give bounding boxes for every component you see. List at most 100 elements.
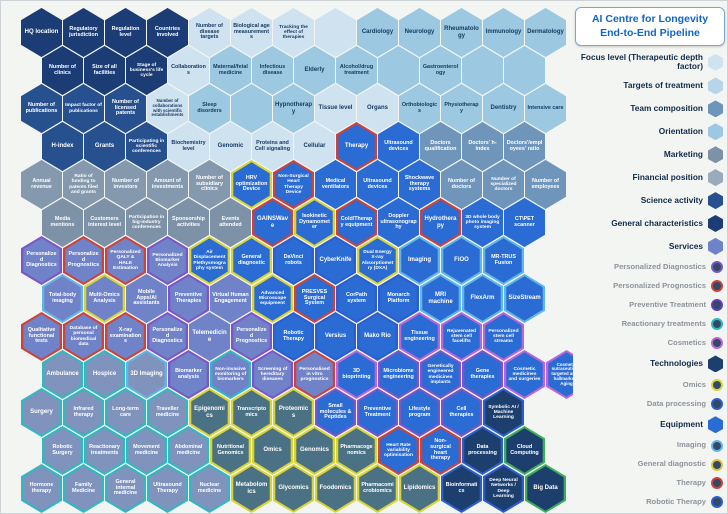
ring-swatch-icon — [711, 378, 723, 391]
hex-shockwave-therapy-systems: Shockwave therapy systems — [399, 160, 440, 209]
hex-label: Heart Rate variability optimisation — [383, 442, 414, 459]
hex-family-medicine: Family Medicine — [63, 464, 104, 513]
ring-swatch-icon — [711, 337, 723, 350]
hex-metabolomics: Metabolomics — [231, 464, 272, 513]
hex-label: Dentistry — [490, 105, 517, 112]
hex-label: Epigenomics — [194, 406, 225, 419]
hex-label: Isokinetic Dynamometer — [299, 212, 330, 231]
legend-item-technologies: Technologies — [575, 355, 725, 373]
hex-label: General diagnostic — [238, 253, 265, 266]
hex-fill: Tissue level — [315, 84, 356, 133]
hex-doctors-qualification: Doctors qualification — [420, 122, 461, 171]
hex-label: Doctors'/employees' ratio — [506, 139, 543, 152]
hex-preventive-therapies: Preventive Therapies — [168, 274, 209, 323]
hex-blank — [231, 84, 272, 133]
hex-label: Omics — [263, 447, 282, 454]
legend-item-equipment: Equipment — [575, 416, 725, 434]
hex-intensive-care: Intensive care — [525, 84, 566, 133]
hex-robotic-surgery: Robotic Surgery — [42, 426, 83, 475]
hex-label: Multi-Omics Analysis — [89, 291, 120, 304]
hex-label: SizeStream — [508, 295, 541, 302]
hex-label: FiOO — [454, 257, 469, 264]
hex-fill: Symbolic AI / Machine Learning — [485, 390, 522, 435]
hex-medical-ventilators: Medical ventilators — [315, 160, 356, 209]
hex-fill: Preventive Treatment — [359, 390, 396, 435]
hex-robotic-therapy: Robotic Therapy — [273, 312, 314, 361]
hex-label: Therapy — [344, 143, 369, 150]
hex-ratio-of-funding-to-patents-filed-and-gr: Ratio of funding to patents filed and gr… — [63, 160, 104, 209]
hex-fill: Physiotherapy — [441, 84, 482, 133]
hex-number-of-subsidiary-clinics: Number of subsidiary clinics — [189, 160, 230, 209]
hex-gastroenterology: Gastroenterology — [420, 46, 461, 95]
hex-fill: FlexArm — [464, 276, 501, 321]
hex-fill: Doctors' h-index — [462, 122, 503, 171]
hex-label: Long-term care — [112, 405, 139, 418]
hex-regulatory-jurisdiction: Regulatory jurisdiction — [63, 8, 104, 57]
hex-fill: Therapy — [338, 124, 375, 169]
hex-fill: Personalised in vitro prognostics — [296, 352, 333, 397]
hex-fill: 3D bioprinting — [338, 352, 375, 397]
hex-fill: Number of publications — [21, 84, 62, 133]
hex-label: Number of subsidiary clinics — [196, 174, 223, 193]
hex-cardiology: Cardiology — [357, 8, 398, 57]
legend-item-orientation: Orientation — [575, 123, 725, 141]
hex-label: Cosmetic nutraceuticals targeted at the … — [551, 361, 582, 386]
hex-cloud-computing: Cloud Computing — [504, 426, 545, 475]
hex-fill: Elderly — [294, 46, 335, 95]
hex-alcohol-drug-treatment: Alcohol/drug treatment — [336, 46, 377, 95]
legend-item-label: Personalized Diagnostics — [614, 262, 706, 272]
hex-amount-of-investments: Amount of investments — [147, 160, 188, 209]
hex-label: Gastroenterology — [422, 63, 459, 76]
hex-countries-involved: Countries involved — [147, 8, 188, 57]
ring-swatch-icon — [711, 397, 723, 410]
hex-label: Annual revenue — [31, 177, 52, 190]
hex-3d-whole-body-photo-imaging-system: 3D whole body photo imaging system — [462, 198, 503, 247]
hex-label: Nutritional Genomics — [217, 443, 244, 456]
hex-fill: Intensive care — [525, 84, 566, 133]
hex-fill: Mobile Apps/AI assistants — [126, 274, 167, 323]
hex-fill: Personalized QALY & HALE Estimation — [107, 238, 144, 283]
hex-label: Database of personal biomedical data — [69, 325, 98, 347]
hex-label: Metabolomics — [235, 482, 268, 495]
hex-participating-in-scientific-conferences: Participating in scientific conferences — [126, 122, 167, 171]
hex-biomarker-analysis: Biomarker analysis — [168, 350, 209, 399]
hex-mako-rio: Mako Rio — [357, 312, 398, 361]
hex-fill: Gastroenterology — [420, 46, 461, 95]
hex-label: 3D Imaging — [130, 371, 163, 378]
hex-fill: 3D whole body photo imaging system — [462, 198, 503, 247]
hex-label: Ultrasound devices — [384, 139, 413, 152]
hex-fill: Gene therapies — [464, 352, 501, 397]
hex-fill: Robotic Surgery — [44, 428, 81, 473]
hex-fill: Advanced Microscope equipment — [254, 276, 291, 321]
legend-item-data-processing: Data processing — [575, 397, 725, 410]
hex-fill: Dermatology — [525, 8, 566, 57]
hex-label: Transcriptomics — [236, 405, 267, 418]
hex-label: Number of employees — [531, 177, 560, 190]
hex-immunology: Immunology — [483, 8, 524, 57]
hex-fill: Pharmacomicrobiomics — [359, 466, 396, 511]
hex-label: Size of all facilities — [92, 63, 117, 76]
hex-label: Number of collaborations with scientific… — [151, 98, 184, 118]
hex-lifestyle-program: Lifestyle program — [399, 388, 440, 437]
hex-fill: Ultrasound devices — [357, 160, 398, 209]
hex-hypnotherapy: Hypnotherapy — [273, 84, 314, 133]
hex-fill: Rejuvenated stem cell facelifts — [443, 314, 480, 359]
hex-fill: GAINSWave — [254, 200, 291, 245]
ring-swatch-icon — [711, 439, 723, 452]
hex-label: Biological age measurements — [233, 22, 270, 41]
hex-proteins-and-cell-signaling: Proteins and Cell signaling — [252, 122, 293, 171]
hex-label: Events attended — [219, 215, 242, 228]
hex-fill: Air Displacement Plethysmography system — [191, 238, 228, 283]
hex-label: Collaborations — [171, 63, 206, 76]
hex-dentistry: Dentistry — [483, 84, 524, 133]
hexagon-swatch-icon — [708, 416, 723, 434]
hex-label: Mobile Apps/AI assistants — [133, 288, 160, 307]
hex-label: Pharmacomicrobiomics — [361, 481, 394, 494]
hex-label: Tissue level — [318, 105, 353, 112]
hex-maternal-fetal-medicine: Maternal/fetal medicine — [210, 46, 251, 95]
hex-label: CT\PET scanner — [514, 215, 535, 228]
hex-label: Alcohol/drug treatment — [339, 63, 374, 76]
legend-item-therapy: Therapy — [575, 477, 725, 490]
hex-microbiome-engineering: Microbiome engineering — [378, 350, 419, 399]
hex-fill: Metabolomics — [233, 466, 270, 511]
